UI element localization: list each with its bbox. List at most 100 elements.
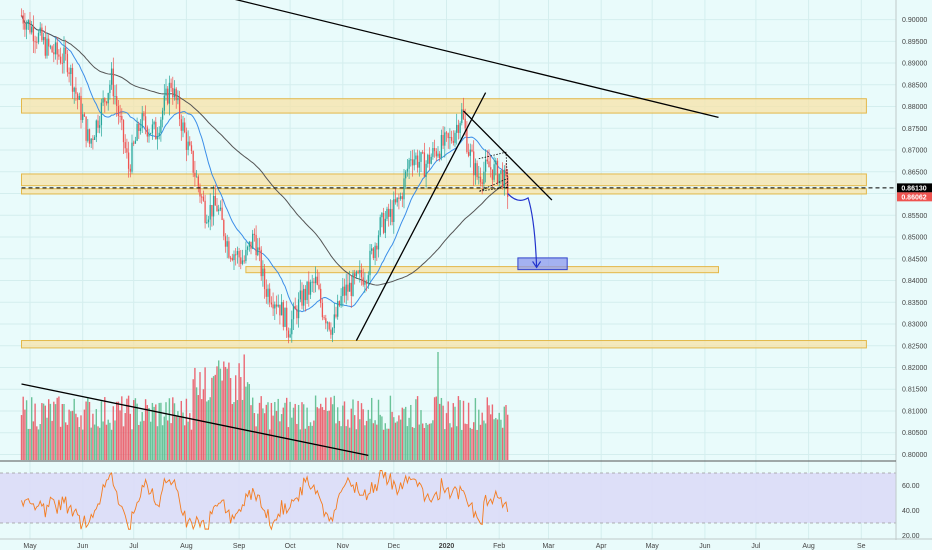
volume-bar bbox=[250, 405, 252, 460]
volume-bar bbox=[350, 408, 352, 460]
volume-bar bbox=[255, 426, 257, 460]
last-close-badge: 0.86062 bbox=[897, 192, 932, 202]
candle-body bbox=[114, 96, 116, 98]
candle-body bbox=[440, 134, 443, 159]
volume-bar bbox=[365, 420, 368, 460]
candle-body bbox=[469, 149, 471, 156]
candle-body bbox=[248, 241, 250, 247]
volume-bar bbox=[396, 421, 398, 460]
volume-bar bbox=[449, 423, 451, 460]
candle-body bbox=[153, 121, 155, 125]
volume-bar bbox=[223, 361, 225, 460]
volume-bar bbox=[151, 402, 154, 460]
volume-bar bbox=[328, 410, 330, 460]
volume-bar bbox=[257, 413, 259, 460]
volume-bar bbox=[467, 402, 470, 460]
target-box bbox=[517, 257, 568, 271]
volume-bar bbox=[143, 420, 145, 460]
volume-bar bbox=[146, 405, 148, 460]
time-tick-label: May bbox=[646, 543, 660, 550]
candle-body bbox=[199, 186, 201, 197]
candle-body bbox=[297, 299, 300, 319]
time-tick-label: Jul bbox=[129, 543, 138, 550]
volume-bar bbox=[41, 403, 43, 460]
candle-body bbox=[31, 26, 33, 33]
rsi-band bbox=[0, 473, 896, 523]
volume-bar bbox=[490, 414, 492, 460]
candle-body bbox=[495, 160, 497, 165]
price-tick-label: 0.82000 bbox=[902, 365, 927, 372]
candle-body bbox=[95, 120, 97, 138]
volume-bar bbox=[423, 427, 426, 460]
volume-bar bbox=[195, 387, 198, 460]
candle-body bbox=[131, 142, 133, 172]
volume-bar bbox=[95, 409, 97, 460]
volume-bar bbox=[173, 403, 176, 460]
trendline bbox=[463, 110, 553, 201]
volume-bar bbox=[292, 407, 295, 460]
projection-path bbox=[507, 193, 538, 268]
volume-bar bbox=[144, 399, 147, 460]
candle-body bbox=[365, 282, 368, 284]
volume-bar bbox=[425, 422, 427, 460]
volume-bar bbox=[433, 397, 436, 460]
rsi-line bbox=[21, 470, 509, 531]
volume-bar bbox=[87, 398, 89, 460]
candle-body bbox=[359, 270, 361, 273]
candle-body bbox=[507, 176, 509, 197]
candle-body bbox=[87, 129, 89, 141]
volume-bar bbox=[185, 398, 188, 460]
volume-bar bbox=[306, 407, 308, 460]
candle-body bbox=[314, 276, 317, 284]
volume-bar bbox=[197, 395, 199, 460]
volume-bar bbox=[167, 420, 169, 460]
volume-bar bbox=[345, 426, 347, 460]
volume-bar bbox=[457, 396, 460, 460]
volume-bar bbox=[245, 386, 247, 460]
candle-body bbox=[287, 330, 290, 338]
volume-bar bbox=[216, 366, 218, 460]
candle-body bbox=[450, 137, 453, 141]
volume-bar bbox=[430, 423, 432, 460]
candle-body bbox=[354, 273, 356, 277]
volume-bar bbox=[97, 426, 99, 460]
candle-body bbox=[138, 123, 140, 131]
time-tick-label: Aug bbox=[180, 543, 193, 550]
candle-body bbox=[405, 171, 407, 179]
volume-bar bbox=[420, 410, 422, 460]
volume-bar bbox=[416, 396, 419, 460]
candle-body bbox=[117, 106, 120, 116]
candle-body bbox=[189, 141, 191, 146]
candle-body bbox=[342, 286, 344, 297]
volume-bar bbox=[275, 410, 278, 460]
volume-bar bbox=[498, 412, 500, 460]
ma-slow-line bbox=[21, 15, 508, 286]
time-axis[interactable]: May Jun Jul Aug Sep Oct Nov Dec 2020 Feb Mar Apr May… bbox=[23, 543, 865, 550]
candle-body bbox=[27, 20, 29, 24]
candle-body bbox=[265, 289, 267, 297]
volume-bar bbox=[224, 366, 227, 460]
volume-bar bbox=[204, 367, 206, 460]
volume-bar bbox=[80, 415, 82, 460]
volume-bar bbox=[471, 428, 473, 460]
volume-bar bbox=[180, 400, 182, 460]
candle-body bbox=[73, 87, 75, 92]
volume-bar bbox=[194, 367, 196, 460]
volume-bar bbox=[65, 422, 67, 460]
pennant-pattern bbox=[478, 151, 509, 192]
volume-bar bbox=[235, 375, 237, 460]
price-axis[interactable]: 0.80000 0.80500 0.81000 0.81500 0.82000 0.825… bbox=[902, 17, 927, 459]
volume-bar bbox=[495, 417, 497, 460]
current-price-label: 0.86130 bbox=[901, 185, 926, 192]
candle-body bbox=[301, 290, 303, 306]
candle-body bbox=[478, 176, 480, 178]
price-zone bbox=[245, 266, 719, 274]
volume-bar bbox=[82, 429, 84, 460]
volume-bar bbox=[496, 419, 499, 460]
candle-body bbox=[168, 82, 171, 104]
candle-body bbox=[175, 88, 177, 101]
time-tick-label: Jul bbox=[751, 543, 760, 550]
volume-bar bbox=[32, 421, 35, 460]
volume-bar bbox=[121, 396, 123, 460]
